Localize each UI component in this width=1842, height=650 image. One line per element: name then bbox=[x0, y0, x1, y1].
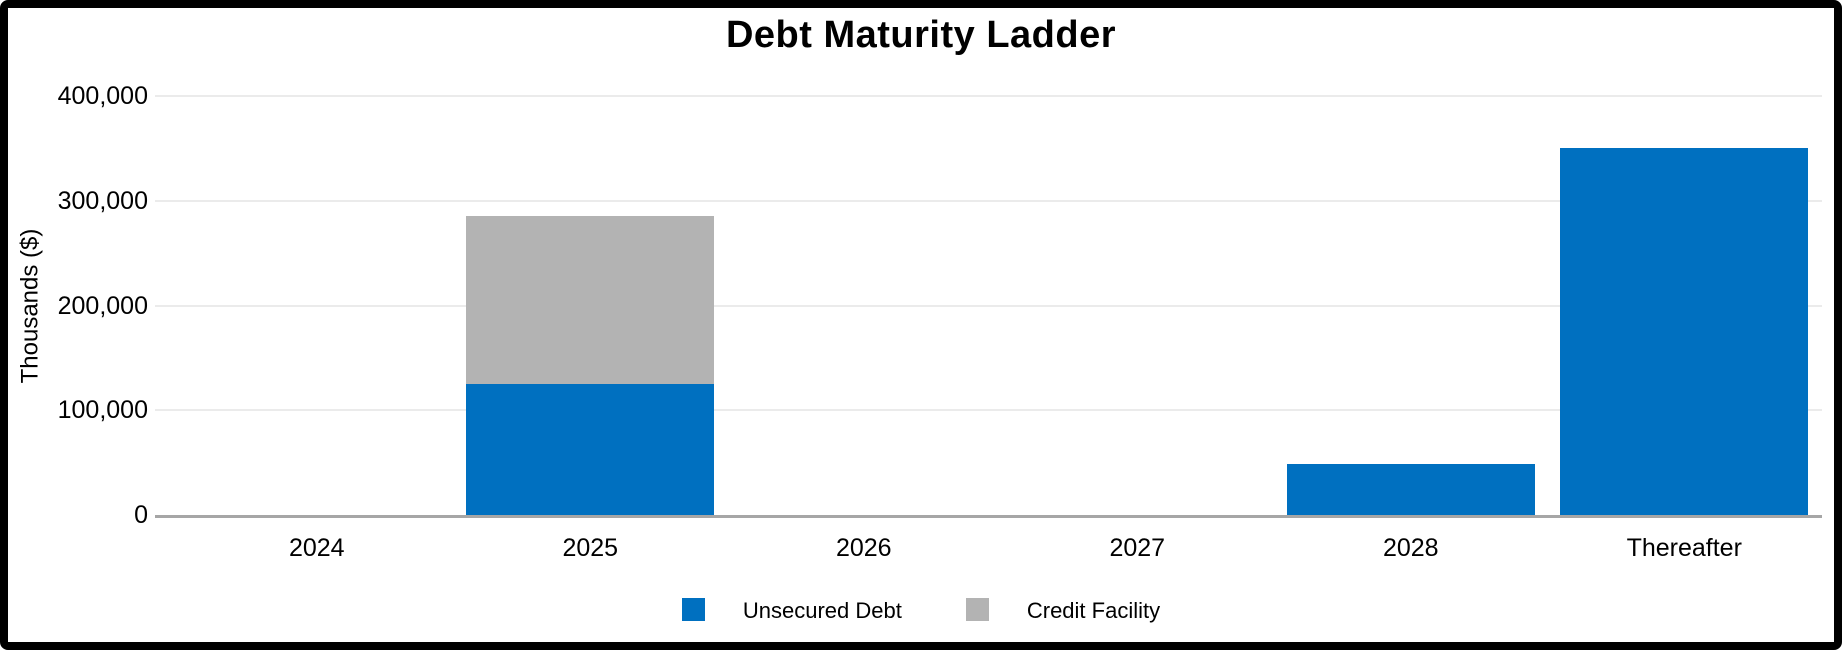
x-tick-label-thereafter: Thereafter bbox=[1626, 534, 1742, 562]
x-tick-label-2028: 2028 bbox=[1382, 534, 1439, 562]
legend-label: Credit Facility bbox=[1026, 598, 1161, 623]
legend-item-unsecured-debt: Unsecured Debt bbox=[681, 598, 902, 623]
gridline-200-000 bbox=[155, 304, 1822, 307]
legend-label: Unsecured Debt bbox=[742, 598, 902, 623]
legend: Unsecured Debt Credit Facility bbox=[0, 598, 1842, 623]
x-tick-label-2024: 2024 bbox=[288, 534, 345, 562]
gridline-100-000 bbox=[155, 409, 1822, 412]
legend-swatch-icon bbox=[681, 598, 705, 621]
bar-2028-unsecured-debt bbox=[1286, 463, 1535, 515]
y-tick-label-300-000: 300,000 bbox=[57, 186, 148, 215]
bar-2025-credit-facility bbox=[466, 216, 715, 385]
y-tick-label-200-000: 200,000 bbox=[57, 291, 148, 320]
x-tick-label-2027: 2027 bbox=[1109, 534, 1166, 562]
bar-2025-unsecured-debt bbox=[466, 384, 715, 515]
legend-item-credit-facility: Credit Facility bbox=[965, 598, 1161, 623]
x-tick-label-2025: 2025 bbox=[562, 534, 619, 562]
legend-swatch-icon bbox=[965, 598, 989, 621]
bar-thereafter-unsecured-debt bbox=[1560, 148, 1809, 515]
gridline-300-000 bbox=[155, 199, 1822, 202]
x-tick-label-2026: 2026 bbox=[835, 534, 892, 562]
y-tick-label-100-000: 100,000 bbox=[57, 396, 148, 425]
x-axis-line bbox=[155, 515, 1822, 518]
gridline-400-000 bbox=[155, 95, 1822, 97]
chart-title: Debt Maturity Ladder bbox=[725, 14, 1117, 56]
y-tick-label-400-000: 400,000 bbox=[57, 82, 148, 110]
y-tick-label-0: 0 bbox=[134, 501, 148, 529]
